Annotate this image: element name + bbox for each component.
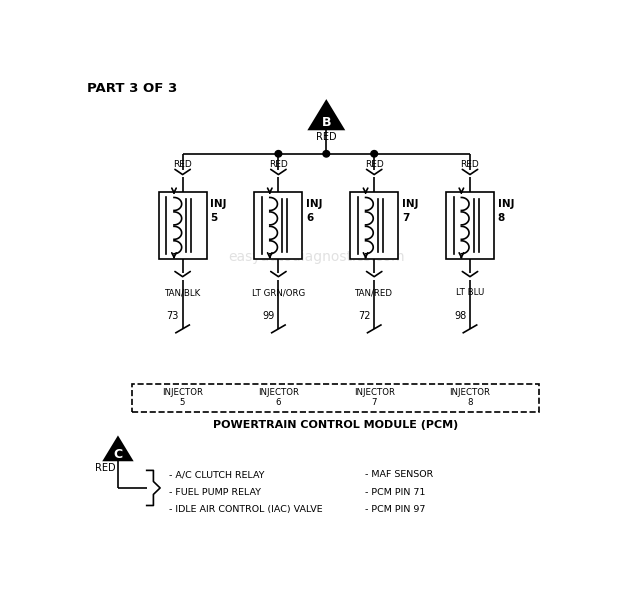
Text: - A/C CLUTCH RELAY: - A/C CLUTCH RELAY bbox=[169, 470, 265, 479]
Text: - IDLE AIR CONTROL (IAC) VALVE: - IDLE AIR CONTROL (IAC) VALVE bbox=[169, 505, 323, 514]
Text: - MAF SENSOR: - MAF SENSOR bbox=[365, 470, 433, 479]
Text: - PCM PIN 71: - PCM PIN 71 bbox=[365, 488, 425, 497]
Text: 6: 6 bbox=[306, 213, 313, 223]
Text: TAN/BLK: TAN/BLK bbox=[164, 288, 201, 297]
Polygon shape bbox=[309, 101, 344, 129]
Circle shape bbox=[371, 151, 378, 157]
Text: INJECTOR
7: INJECTOR 7 bbox=[353, 388, 395, 407]
Text: LT BLU: LT BLU bbox=[456, 288, 484, 297]
Bar bbox=[350, 192, 398, 259]
Text: RED: RED bbox=[460, 160, 480, 169]
Text: PART 3 OF 3: PART 3 OF 3 bbox=[87, 82, 177, 95]
Text: TAN/RED: TAN/RED bbox=[355, 288, 393, 297]
Text: B: B bbox=[321, 116, 331, 128]
Text: RED: RED bbox=[173, 160, 192, 169]
Text: INJECTOR
6: INJECTOR 6 bbox=[258, 388, 299, 407]
Bar bbox=[132, 384, 540, 412]
Text: RED: RED bbox=[95, 463, 116, 473]
Text: INJ: INJ bbox=[402, 199, 418, 209]
Bar bbox=[255, 192, 302, 259]
Text: INJ: INJ bbox=[497, 199, 514, 209]
Text: C: C bbox=[113, 448, 122, 461]
Text: - PCM PIN 97: - PCM PIN 97 bbox=[365, 505, 425, 514]
Circle shape bbox=[323, 151, 329, 157]
Circle shape bbox=[275, 151, 282, 157]
Text: - FUEL PUMP RELAY: - FUEL PUMP RELAY bbox=[169, 488, 261, 497]
Text: INJECTOR
5: INJECTOR 5 bbox=[162, 388, 203, 407]
Text: RED: RED bbox=[365, 160, 384, 169]
Text: RED: RED bbox=[316, 131, 337, 142]
Text: 8: 8 bbox=[497, 213, 505, 223]
Polygon shape bbox=[104, 437, 132, 460]
Bar bbox=[446, 192, 494, 259]
Text: LT GRN/ORG: LT GRN/ORG bbox=[252, 288, 305, 297]
Text: INJECTOR
8: INJECTOR 8 bbox=[449, 388, 491, 407]
Text: INJ: INJ bbox=[306, 199, 323, 209]
Text: easyautodiagnostics.com: easyautodiagnostics.com bbox=[229, 250, 405, 264]
Text: 73: 73 bbox=[166, 311, 179, 321]
Text: 98: 98 bbox=[454, 311, 466, 321]
Text: 72: 72 bbox=[358, 311, 370, 321]
Text: RED: RED bbox=[269, 160, 288, 169]
Text: 99: 99 bbox=[262, 311, 274, 321]
Bar bbox=[159, 192, 206, 259]
Text: 7: 7 bbox=[402, 213, 409, 223]
Text: 5: 5 bbox=[210, 213, 218, 223]
Text: POWERTRAIN CONTROL MODULE (PCM): POWERTRAIN CONTROL MODULE (PCM) bbox=[213, 420, 459, 430]
Text: INJ: INJ bbox=[210, 199, 227, 209]
